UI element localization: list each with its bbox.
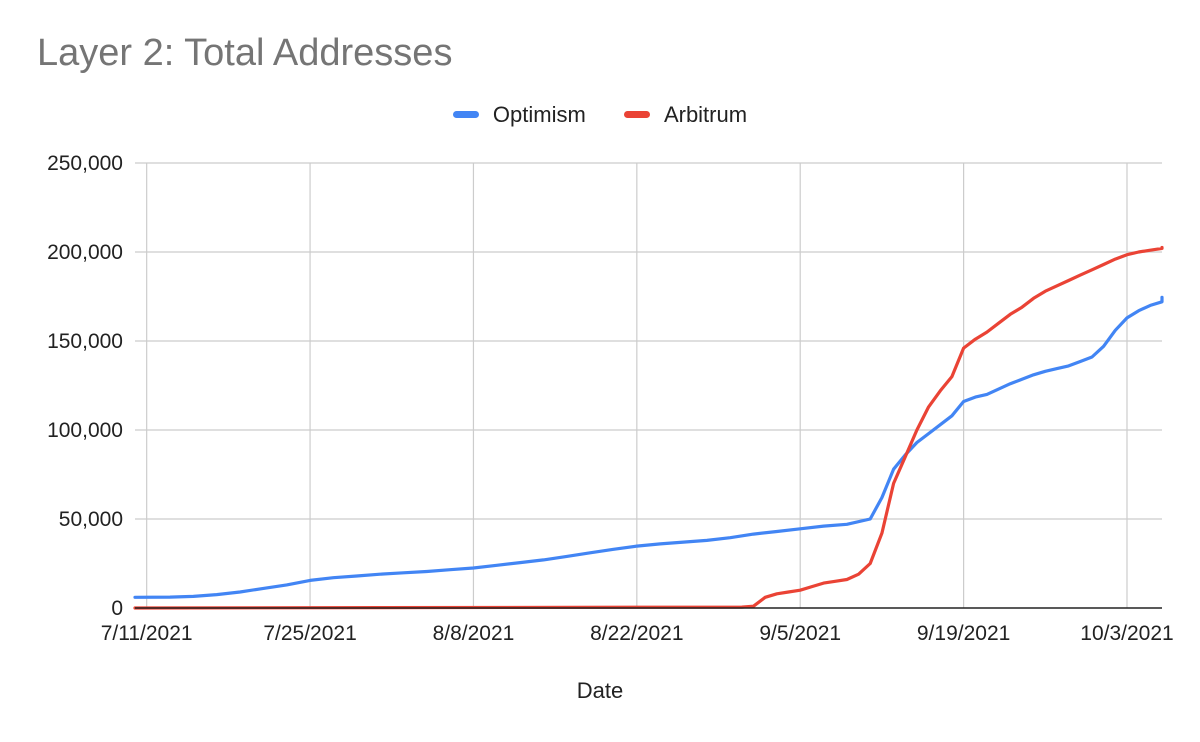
legend-swatch-optimism [452,111,479,118]
legend-item-arbitrum[interactable]: Arbitrum [623,101,748,128]
grid-lines [135,162,1162,608]
y-tick-label: 150,000 [47,330,123,353]
y-axis-ticks: 0 50,000 100,000 150,000 200,000 250,000 [47,152,123,620]
legend-item-optimism[interactable]: Optimism [452,101,586,128]
x-tick-label: 9/5/2021 [759,622,841,645]
x-axis-label: Date [576,678,624,703]
series-lines [133,245,1164,610]
y-tick-label: 0 [111,597,123,620]
legend-label-arbitrum: Arbitrum [663,101,748,127]
legend-swatch-arbitrum [623,111,650,118]
legend-label-optimism: Optimism [492,101,586,127]
x-axis-ticks: 7/11/2021 7/25/2021 8/8/2021 8/22/2021 9/5/2… [101,622,1174,645]
x-tick-label: 7/25/2021 [263,622,356,645]
x-tick-label: 8/22/2021 [590,622,683,645]
y-tick-label: 200,000 [47,241,123,264]
series-line-arbitrum[interactable] [133,245,1164,610]
y-tick-label: 50,000 [59,508,123,531]
x-tick-label: 10/3/2021 [1080,622,1173,645]
y-tick-label: 100,000 [47,419,123,442]
y-tick-label: 250,000 [47,152,123,175]
series-line-optimism[interactable] [133,295,1164,599]
legend: Optimism Arbitrum [0,98,1200,128]
chart-title: Layer 2: Total Addresses [37,32,453,74]
x-tick-label: 7/11/2021 [101,622,193,645]
x-tick-label: 8/8/2021 [433,622,515,645]
x-tick-label: 9/19/2021 [917,622,1010,645]
